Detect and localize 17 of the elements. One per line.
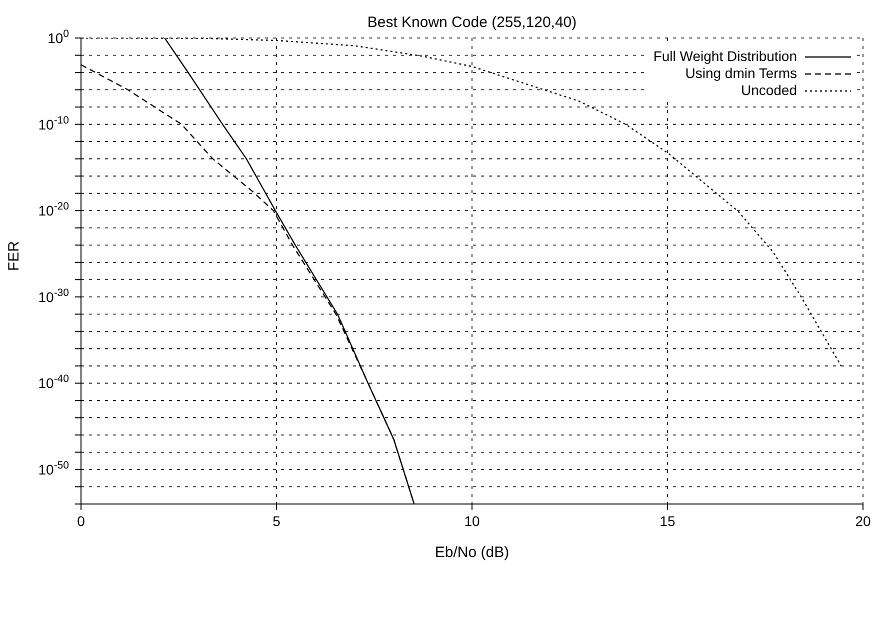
x-tick-label: 20 [855,513,871,529]
x-tick-label: 10 [464,513,480,529]
x-tick-label: 15 [660,513,676,529]
y-tick-label: 10$^{-50}$ [38,459,70,478]
legend-label: Using dmin Terms [685,65,797,82]
legend-label: Full Weight Distribution [653,48,797,65]
y-tick-label: 10$^{-30}$ [38,286,70,305]
x-axis-title: Eb/No (dB) [434,544,510,561]
y-tick-label: 10$^{-40}$ [38,373,70,392]
chart-title: Best Known Code (255,120,40) [366,14,578,31]
x-tick-label: 5 [272,513,281,529]
y-tick-label: 10$^{0}$ [48,28,70,46]
x-tick-label: 0 [77,513,86,529]
y-axis-title: FER [5,240,22,271]
y-tick-label: 10$^{-10}$ [38,114,70,132]
y-tick-label: 10$^{-20}$ [38,200,70,219]
legend-label: Uncoded [740,82,797,99]
